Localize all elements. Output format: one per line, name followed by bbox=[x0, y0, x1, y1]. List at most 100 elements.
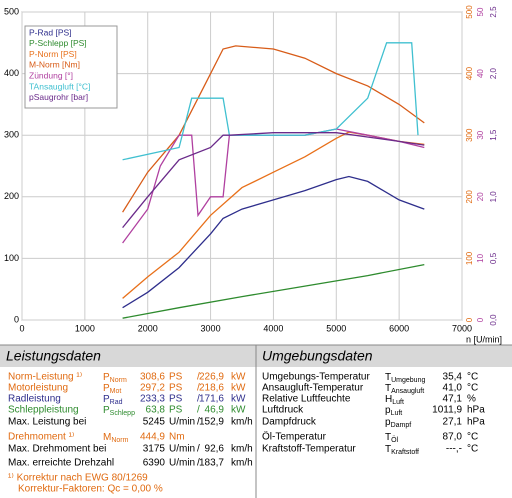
row-value: 87,0 bbox=[443, 432, 463, 443]
row-value: 171,6 bbox=[199, 394, 224, 405]
y-tick-label: 0 bbox=[14, 314, 19, 324]
right-tick-label: 20 bbox=[476, 192, 485, 201]
legend-entry: P-Norm [PS] bbox=[29, 49, 77, 59]
right-tick-label: 30 bbox=[476, 130, 485, 139]
symbol-sub: Mot bbox=[110, 388, 122, 395]
row-value: 6390 bbox=[143, 458, 166, 469]
row-label: Dampfdruck bbox=[262, 417, 317, 428]
symbol-sub: Rad bbox=[110, 399, 123, 406]
legend-entry: pSaugrohr [bar] bbox=[29, 92, 88, 102]
right-tick-label: 0 bbox=[476, 317, 485, 322]
row-unit: km/h bbox=[231, 458, 253, 469]
row-unit: hPa bbox=[467, 417, 485, 428]
row-unit: °C bbox=[467, 444, 478, 455]
row-label: Kraftstoff-Temperatur bbox=[262, 444, 356, 455]
row-sep: / bbox=[197, 417, 200, 428]
x-tick-label: 3000 bbox=[201, 323, 221, 333]
symbol-sub: Norm bbox=[110, 377, 127, 384]
series-line bbox=[122, 263, 425, 319]
row-label: Luftdruck bbox=[262, 405, 304, 416]
symbol-sub: Ansaugluft bbox=[391, 388, 424, 395]
right-tick-label: 100 bbox=[465, 251, 474, 265]
row-value: 444,9 bbox=[140, 432, 165, 443]
row-value: 5245 bbox=[143, 417, 166, 428]
row-unit: hPa bbox=[467, 405, 485, 416]
row-label: Drehmoment ¹⁾ bbox=[8, 432, 74, 443]
x-tick-label: 2000 bbox=[138, 323, 158, 333]
right-tick-label: 2,0 bbox=[489, 67, 498, 79]
symbol: TÖl bbox=[385, 432, 399, 444]
symbol-main: P bbox=[103, 383, 110, 394]
right-tick-label: 10 bbox=[476, 253, 485, 262]
legend-entry: P-Schlepp [PS] bbox=[29, 38, 87, 48]
x-tick-label: 4000 bbox=[263, 323, 283, 333]
series-line bbox=[122, 132, 425, 229]
x-tick-label: 0 bbox=[19, 323, 24, 333]
symbol-main: p bbox=[385, 417, 391, 428]
row-unit: kW bbox=[231, 405, 246, 416]
row-value: 218,6 bbox=[199, 383, 224, 394]
row-label: Motorleistung bbox=[8, 383, 68, 394]
row-sep: / bbox=[197, 405, 200, 416]
symbol-sub: Luft bbox=[392, 399, 404, 406]
legend-entry: M-Norm [Nm] bbox=[29, 60, 80, 70]
row-unit: °C bbox=[467, 432, 478, 443]
series-line bbox=[122, 175, 425, 309]
symbol-main: P bbox=[103, 405, 110, 416]
row-sep: / bbox=[197, 458, 200, 469]
symbol-sub: Öl bbox=[391, 436, 398, 444]
right-tick-label: 50 bbox=[476, 7, 485, 16]
row-unit: U/min bbox=[169, 417, 195, 428]
row-value: 226,9 bbox=[199, 372, 224, 383]
symbol: PMot bbox=[103, 383, 121, 395]
row-sep: / bbox=[197, 372, 200, 383]
row-sep: / bbox=[197, 383, 200, 394]
y-tick-label: 200 bbox=[4, 191, 19, 201]
row-value: 35,4 bbox=[443, 372, 463, 383]
symbol-main: P bbox=[103, 372, 110, 383]
symbol: pDampf bbox=[385, 417, 411, 429]
symbol-sub: Norm bbox=[111, 437, 128, 444]
row-unit: °C bbox=[467, 372, 478, 383]
row-sep: / bbox=[197, 444, 200, 455]
right-tick-label: 400 bbox=[465, 66, 474, 80]
row-value: ---,- bbox=[446, 444, 462, 455]
row-unit: U/min bbox=[169, 458, 195, 469]
row-unit: % bbox=[467, 394, 476, 405]
row-value: 1011,9 bbox=[432, 405, 462, 416]
footnote: Korrektur-Faktoren: Qc = 0,00 % bbox=[18, 484, 163, 495]
symbol: PRad bbox=[103, 394, 123, 406]
legend-entry: P-Rad [PS] bbox=[29, 27, 72, 37]
right-tick-label: 300 bbox=[465, 128, 474, 142]
right-tick-label: 2,5 bbox=[489, 6, 498, 18]
x-tick-label: 6000 bbox=[389, 323, 409, 333]
series-line bbox=[122, 42, 419, 161]
row-unit: km/h bbox=[231, 417, 253, 428]
symbol: TAnsaugluft bbox=[385, 383, 424, 395]
symbol: TKraftstoff bbox=[385, 444, 419, 456]
row-label: Schleppleistung bbox=[8, 405, 79, 416]
symbol-main: H bbox=[385, 394, 392, 405]
row-label: Umgebungs-Temperatur bbox=[262, 372, 370, 383]
symbol-sub: Dampf bbox=[391, 422, 412, 429]
row-unit: PS bbox=[169, 405, 183, 416]
y-tick-label: 400 bbox=[4, 68, 19, 78]
row-value: 47,1 bbox=[443, 394, 463, 405]
symbol-sub: Schlepp bbox=[110, 410, 135, 417]
row-unit: Nm bbox=[169, 432, 185, 443]
row-value: 63,8 bbox=[146, 405, 166, 416]
row-label: Öl-Temperatur bbox=[262, 431, 327, 443]
row-value: 41,0 bbox=[443, 383, 463, 394]
row-label: Relative Luftfeuchte bbox=[262, 394, 351, 405]
symbol-sub: Kraftstoff bbox=[391, 449, 419, 456]
panel-title: Leistungsdaten bbox=[6, 348, 101, 364]
series-line bbox=[122, 45, 425, 213]
footnote: ¹⁾ Korrektur nach EWG 80/1269 bbox=[8, 473, 148, 484]
row-unit: kW bbox=[231, 383, 246, 394]
right-tick-label: 0,0 bbox=[489, 314, 498, 326]
x-tick-label: 7000 bbox=[452, 323, 472, 333]
row-unit: PS bbox=[169, 394, 183, 405]
symbol-main: T bbox=[385, 444, 391, 455]
row-value: 46,9 bbox=[205, 405, 225, 416]
